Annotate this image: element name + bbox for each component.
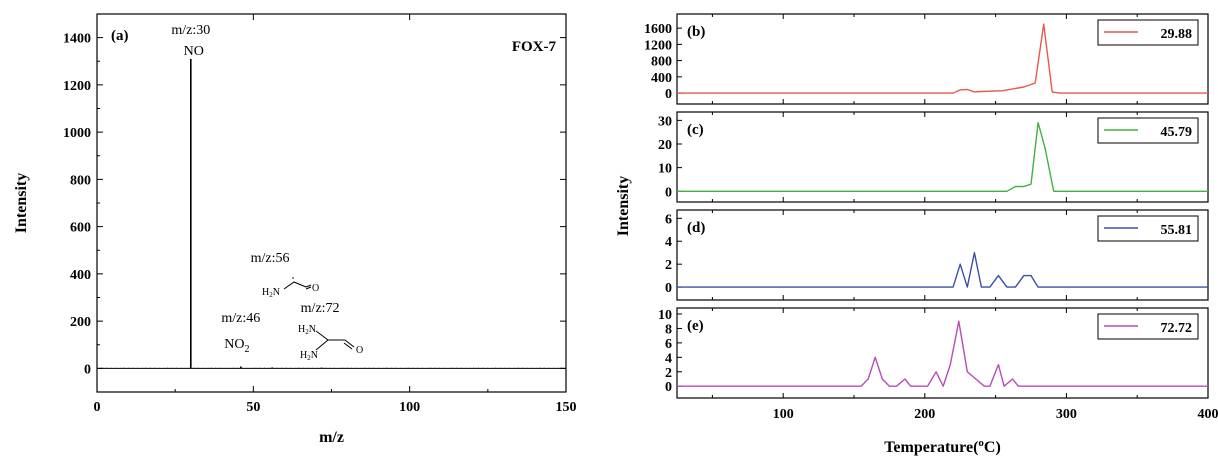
y-tick-label: 4 xyxy=(665,351,672,366)
plot-frame xyxy=(676,209,1209,301)
y-axis-label-a: Intensity xyxy=(13,173,30,233)
x-tick-label-a: 100 xyxy=(399,400,420,415)
atom-h2n-bottom: H2N xyxy=(300,350,318,362)
x-axis-label-unit: C) xyxy=(984,439,1001,456)
radical-dot xyxy=(292,277,294,279)
y-tick-label: 20 xyxy=(658,138,672,153)
annotation-no: NO xyxy=(184,44,204,59)
x-tick-label-a: 150 xyxy=(556,400,577,415)
x-tick-label: 100 xyxy=(773,407,794,422)
x-axis-label-b: Temperature(oC) xyxy=(884,437,1001,456)
plot-frame xyxy=(676,307,1209,399)
panel-label: (e) xyxy=(687,318,704,334)
atom-h2n-top: H2N xyxy=(298,324,316,336)
x-tick-label: 400 xyxy=(1198,407,1218,422)
y-tick-label: 400 xyxy=(651,71,672,86)
y-tick-label-a: 1000 xyxy=(63,126,91,141)
bond xyxy=(315,330,329,351)
subplot: 0 10 20 30 (c) 45.79 xyxy=(658,111,1209,203)
panel-label: (b) xyxy=(687,24,705,40)
x-axis-label-a: m/z xyxy=(319,429,344,446)
plot-frame xyxy=(676,13,1209,105)
series-line xyxy=(677,320,1208,387)
subplot: 0 2 4 6 (d) 55.81 xyxy=(665,209,1209,301)
annotation-mz56: m/z:56 xyxy=(251,251,290,266)
atom-n: N xyxy=(311,350,318,361)
y-tick-label: 1600 xyxy=(644,22,672,37)
panel-label: (d) xyxy=(687,220,705,236)
bond xyxy=(283,281,307,290)
y-tick-label: 0 xyxy=(665,281,672,296)
annotation-no2: NO2 xyxy=(224,337,249,355)
y-tick-label-a: 800 xyxy=(70,173,91,188)
legend-label: 72.72 xyxy=(1161,321,1193,336)
x-tick-label: 300 xyxy=(1056,407,1077,422)
bond xyxy=(344,339,355,348)
y-tick-label: 1200 xyxy=(644,38,672,53)
atom-n: N xyxy=(309,324,316,335)
y-tick-label: 0 xyxy=(665,380,672,395)
y-tick-label: 0 xyxy=(665,87,672,102)
panel-label-a: (a) xyxy=(111,28,129,44)
y-tick-label: 6 xyxy=(665,212,672,227)
chart-title-a: FOX-7 xyxy=(512,39,557,55)
series-line xyxy=(677,252,1208,288)
y-tick-label-a: 600 xyxy=(70,221,91,236)
plot-frame xyxy=(676,111,1209,203)
legend-label: 45.79 xyxy=(1161,125,1193,140)
legend-label: 29.88 xyxy=(1161,27,1193,42)
degree-superscript: o xyxy=(978,437,984,449)
y-tick-label: 800 xyxy=(651,55,672,70)
y-tick-label: 10 xyxy=(658,162,672,177)
structure-mz56: H2N O xyxy=(262,277,319,299)
y-tick-label-a: 200 xyxy=(70,315,91,330)
y-tick-label-a: 400 xyxy=(70,268,91,283)
series-line xyxy=(677,122,1208,192)
y-axis-label-b: Intensity xyxy=(615,176,632,236)
series-line xyxy=(677,23,1208,94)
y-tick-label: 8 xyxy=(665,322,672,337)
y-tick-label: 4 xyxy=(665,235,672,250)
x-tick-label: 200 xyxy=(914,407,935,422)
annotation-mz46: m/z:46 xyxy=(221,311,260,326)
legend-label: 55.81 xyxy=(1161,223,1193,238)
plot-frame-a xyxy=(96,13,567,393)
bond xyxy=(305,286,312,290)
y-tick-label: 2 xyxy=(665,366,672,381)
y-tick-label-a: 0 xyxy=(84,362,91,377)
annotation-mz72: m/z:72 xyxy=(301,301,340,316)
y-tick-label: 6 xyxy=(665,337,672,352)
atom-o: O xyxy=(312,283,319,294)
annotation-no2-subscript: 2 xyxy=(244,344,249,355)
bond xyxy=(343,342,353,350)
atom-subscript: 2 xyxy=(305,328,309,336)
bond xyxy=(305,284,312,288)
x-tick-label-a: 50 xyxy=(246,400,260,415)
atom-o: O xyxy=(356,345,363,356)
structure-mz72: H2N H2N O xyxy=(298,324,363,362)
baseline-noise-a xyxy=(99,367,565,369)
annotation-mz30: m/z:30 xyxy=(171,23,210,38)
y-tick-label: 10 xyxy=(658,308,672,323)
y-tick-label-a: 1400 xyxy=(63,32,91,47)
y-tick-label: 2 xyxy=(665,258,672,273)
atom-n: N xyxy=(273,287,280,298)
panel-label: (c) xyxy=(687,122,704,138)
atom-subscript: 2 xyxy=(269,291,273,299)
y-tick-label: 0 xyxy=(665,185,672,200)
x-tick-label-a: 0 xyxy=(94,400,101,415)
atom-subscript: 2 xyxy=(307,354,311,362)
y-tick-label: 30 xyxy=(658,114,672,129)
y-tick-label-a: 1200 xyxy=(63,79,91,94)
atom-h2n: H2N xyxy=(262,287,280,299)
